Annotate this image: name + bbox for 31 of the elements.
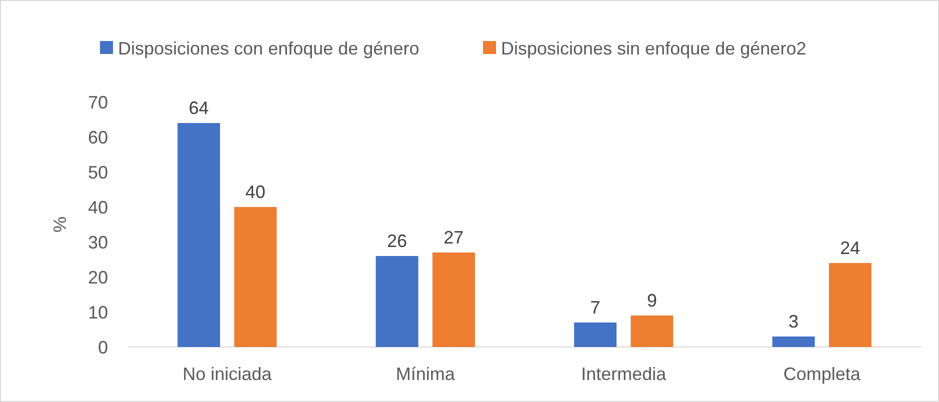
legend-label: Disposiciones con enfoque de género [118, 38, 420, 58]
bar [178, 123, 220, 347]
bar [376, 256, 418, 347]
data-label: 27 [444, 228, 464, 248]
data-label: 24 [840, 238, 860, 258]
x-tick-label: Mínima [396, 364, 456, 384]
bar [234, 207, 277, 347]
data-label: 40 [245, 182, 266, 202]
y-tick-label: 70 [88, 92, 108, 112]
y-tick-label: 10 [88, 302, 108, 322]
data-label: 3 [788, 312, 799, 332]
data-label: 7 [590, 298, 600, 318]
bar [772, 336, 815, 347]
y-tick-label: 30 [88, 232, 108, 252]
x-tick-label: Completa [783, 364, 862, 384]
x-tick-label: Intermedia [581, 364, 668, 384]
bar [432, 252, 475, 347]
x-tick-label: No iniciada [182, 364, 273, 384]
bar [574, 322, 617, 347]
y-tick-label: 50 [88, 162, 108, 182]
legend-label: Disposiciones sin enfoque de género2 [501, 38, 806, 58]
bar [828, 263, 872, 347]
y-tick-label: 40 [88, 197, 108, 218]
data-label: 9 [646, 290, 657, 310]
y-tick-label: 20 [88, 267, 108, 288]
y-tick-label: 0 [98, 337, 108, 358]
y-axis-title: % [50, 216, 70, 233]
y-tick-label: 60 [88, 127, 108, 148]
data-label: 26 [387, 231, 408, 251]
bar [630, 316, 674, 347]
data-label: 64 [188, 98, 209, 118]
